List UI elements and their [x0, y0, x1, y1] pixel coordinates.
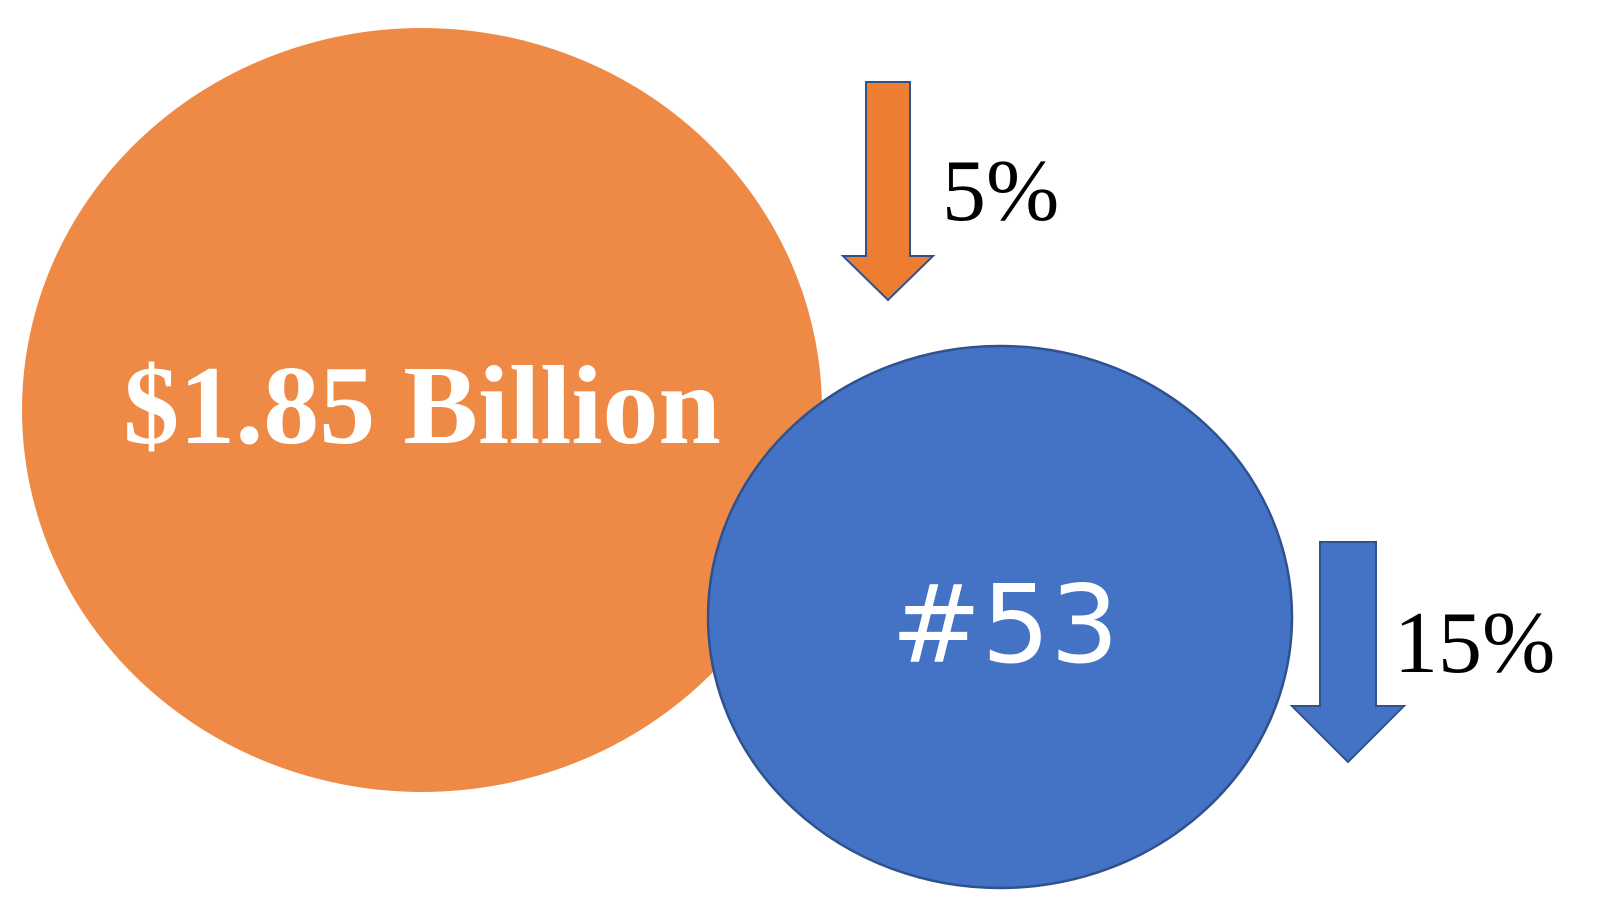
arrow-down-icon [840, 81, 936, 302]
revenue-change-percent: 5% [942, 143, 1060, 240]
rank-circle [706, 344, 1294, 890]
rank-change-percent: 15% [1394, 595, 1556, 692]
arrow-down-icon [1289, 541, 1407, 764]
rank-value: #53 [891, 563, 1119, 688]
revenue-circle [22, 28, 822, 792]
revenue-value: $1.85 Billion [123, 344, 721, 468]
